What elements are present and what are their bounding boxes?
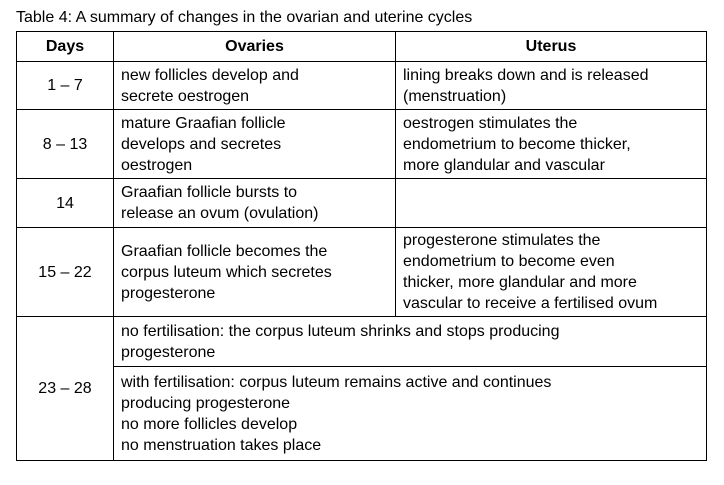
- ovaries-cell: new follicles develop and secrete oestro…: [113, 61, 396, 110]
- uterus-line: lining breaks down and is released: [403, 66, 649, 84]
- no-fertilisation-line: no fertilisation: the corpus luteum shri…: [121, 322, 560, 340]
- with-fertilisation-line: no menstruation takes place: [121, 436, 322, 454]
- header-ovaries: Ovaries: [113, 31, 396, 62]
- uterus-line: oestrogen stimulates the: [403, 114, 578, 132]
- uterus-line: vascular to receive a fertilised ovum: [403, 295, 658, 312]
- ovaries-cell: mature Graafian follicle develops and se…: [113, 109, 396, 179]
- table-row: 15 – 22 Graafian follicle becomes the co…: [16, 227, 707, 317]
- ovaries-line: oestrogen: [121, 156, 193, 174]
- with-fertilisation-line: producing progesterone: [121, 394, 291, 412]
- uterus-line: endometrium to become even: [403, 253, 615, 270]
- uterus-cell: oestrogen stimulates the endometrium to …: [395, 109, 707, 179]
- ovaries-line: Graafian follicle becomes the: [121, 242, 328, 260]
- table-row: 8 – 13 mature Graafian follicle develops…: [16, 109, 707, 179]
- table-row: 23 – 28 no fertilisation: the corpus lut…: [16, 316, 707, 461]
- days-cell: 15 – 22: [16, 227, 114, 317]
- ovaries-cell: Graafian follicle bursts to release an o…: [113, 178, 396, 228]
- ovaries-line: mature Graafian follicle: [121, 114, 286, 132]
- ovaries-line: develops and secretes: [121, 135, 282, 153]
- days-cell: 1 – 7: [16, 61, 114, 110]
- days-cell: 23 – 28: [16, 316, 114, 461]
- uterus-line: (menstruation): [403, 87, 507, 105]
- ovaries-line: release an ovum (ovulation): [121, 205, 319, 222]
- uterus-line: more glandular and vascular: [403, 156, 605, 174]
- ovaries-line: secrete oestrogen: [121, 87, 250, 105]
- days-cell: 14: [16, 178, 114, 228]
- uterus-cell-empty: [395, 178, 707, 228]
- ovaries-line: corpus luteum which secretes: [121, 263, 332, 281]
- table-row: 14 Graafian follicle bursts to release a…: [16, 178, 707, 228]
- no-fertilisation-line: progesterone: [121, 343, 216, 361]
- uterus-cell: lining breaks down and is released (mens…: [395, 61, 707, 110]
- table-row: 1 – 7 new follicles develop and secrete …: [16, 61, 707, 110]
- ovaries-line: progesterone: [121, 284, 216, 302]
- summary-table: Days Ovaries Uterus 1 – 7 new follicles …: [16, 31, 707, 461]
- header-row: Days Ovaries Uterus: [16, 31, 707, 62]
- days-cell: 8 – 13: [16, 109, 114, 179]
- uterus-line: endometrium to become thicker,: [403, 135, 631, 153]
- ovaries-line: Graafian follicle bursts to: [121, 184, 298, 201]
- uterus-line: progesterone stimulates the: [403, 232, 601, 249]
- uterus-line: thicker, more glandular and more: [403, 274, 637, 291]
- with-fertilisation-line: no more follicles develop: [121, 415, 298, 433]
- table-row: with fertilisation: corpus luteum remain…: [17, 366, 707, 461]
- with-fertilisation-cell: with fertilisation: corpus luteum remain…: [113, 366, 707, 461]
- with-fertilisation-line: with fertilisation: corpus luteum remain…: [121, 373, 552, 391]
- header-uterus: Uterus: [395, 31, 707, 62]
- uterus-cell: progesterone stimulates the endometrium …: [395, 227, 707, 317]
- ovaries-line: new follicles develop and: [121, 66, 299, 84]
- header-days: Days: [16, 31, 114, 62]
- no-fertilisation-cell: no fertilisation: the corpus luteum shri…: [113, 316, 707, 367]
- table-caption: Table 4: A summary of changes in the ova…: [16, 9, 473, 26]
- ovaries-cell: Graafian follicle becomes the corpus lut…: [113, 227, 396, 317]
